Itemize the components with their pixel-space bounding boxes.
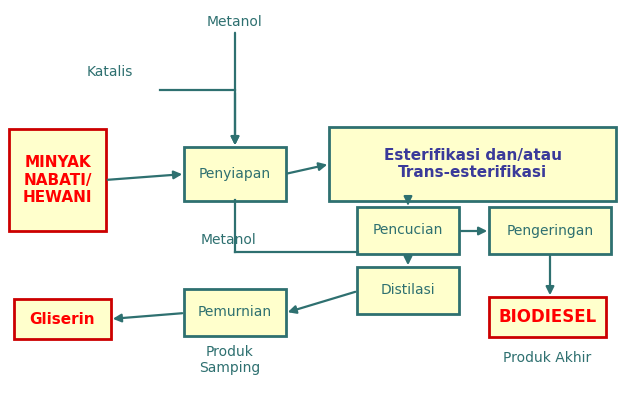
Text: MINYAK
NABATI/
HEWANI: MINYAK NABATI/ HEWANI [23, 155, 92, 205]
Text: Gliserin: Gliserin [29, 312, 95, 326]
FancyBboxPatch shape [14, 299, 111, 339]
Text: Katalis: Katalis [87, 65, 133, 79]
Text: Pencucian: Pencucian [373, 224, 443, 238]
FancyBboxPatch shape [357, 207, 459, 254]
Text: Produk Akhir: Produk Akhir [503, 351, 591, 365]
FancyBboxPatch shape [184, 289, 286, 336]
Text: Pemurnian: Pemurnian [198, 306, 272, 320]
Text: Produk
Samping: Produk Samping [200, 345, 260, 375]
Text: Penyiapan: Penyiapan [199, 167, 271, 181]
FancyBboxPatch shape [184, 147, 286, 201]
Text: Metanol: Metanol [200, 233, 256, 247]
FancyBboxPatch shape [357, 267, 459, 314]
Text: Metanol: Metanol [207, 15, 263, 29]
FancyBboxPatch shape [489, 297, 606, 337]
Text: BIODIESEL: BIODIESEL [499, 308, 596, 326]
Text: Distilasi: Distilasi [381, 283, 435, 297]
Text: Pengeringan: Pengeringan [506, 224, 593, 238]
FancyBboxPatch shape [489, 207, 611, 254]
Text: Esterifikasi dan/atau
Trans-esterifikasi: Esterifikasi dan/atau Trans-esterifikasi [383, 148, 561, 180]
FancyBboxPatch shape [329, 127, 616, 201]
FancyBboxPatch shape [9, 129, 106, 231]
